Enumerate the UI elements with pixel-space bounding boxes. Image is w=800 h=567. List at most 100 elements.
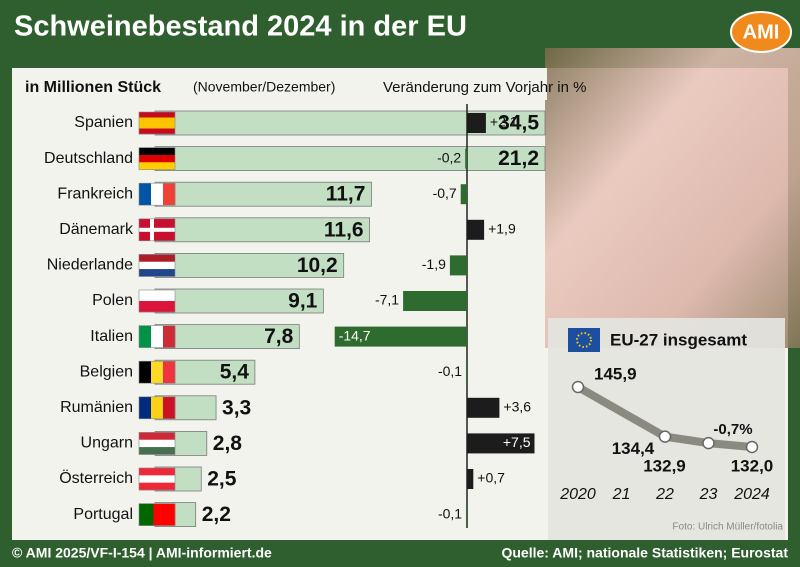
flag [139,475,175,483]
value-label: 2,8 [213,432,243,455]
bar [154,217,371,243]
change-bar [467,397,500,418]
point-label: 132,9 [643,457,686,476]
change-label: +0,7 [477,470,505,486]
title: Schweinebestand 2024 in der EU [14,11,467,43]
flag [139,269,175,277]
flag [163,325,176,348]
line [576,383,753,451]
change-label: +3,6 [503,399,531,415]
flag [139,183,152,206]
category-label: Polen [92,292,133,309]
flag [139,123,175,129]
inset-box [548,318,785,540]
flag [139,154,175,163]
flag [139,261,175,270]
flag [163,361,176,384]
subtitle-note: (November/Dezember) [193,79,335,95]
eu-stars [576,332,592,348]
flag-border [138,289,176,313]
flag [163,396,176,419]
footer-right: Quelle: AMI; nationale Statistiken; Euro… [501,545,788,561]
photo [545,48,800,348]
value-label: 7,8 [264,325,294,348]
flag [139,227,175,232]
x-tick-label: 21 [612,486,631,503]
flag-border [138,467,176,491]
flag-border [138,325,176,348]
flag [139,147,175,156]
flag-border [138,218,176,242]
category-label: Dänemark [59,221,134,238]
category-label: Italien [90,328,133,345]
point-label: 145,9 [594,364,637,383]
change-label: -14,7 [339,327,371,343]
category-label: Ungarn [81,435,133,452]
value-label: 2,5 [207,468,237,491]
change-bar [467,433,535,454]
point-label: 132,0 [731,456,774,475]
flag [139,447,175,455]
category-label: Rumänien [60,399,133,416]
flag [139,325,152,348]
flag-border [138,503,176,526]
category-label: Frankreich [57,185,133,202]
logo: AMI [743,21,780,43]
flag [139,128,175,135]
flag [151,361,164,384]
flag [139,468,175,476]
change-bar [403,291,467,311]
flag [151,396,164,419]
subtitle: in Millionen Stück [25,79,161,96]
change-label: +7,5 [503,434,531,450]
change-bar [466,504,468,525]
flag [139,396,152,419]
flag [160,503,169,526]
change-label: -0,1 [438,363,462,379]
category-label: Deutschland [44,150,133,167]
flag [153,503,161,526]
value-label: 11,6 [324,218,364,241]
photo-credit: Foto: Ulrich Müller/fotolia [672,522,783,533]
change-bar [449,255,467,276]
change-label: +2,1 [490,114,518,130]
category-label: Belgien [80,363,133,380]
flag [139,290,175,302]
value-label: 3,3 [222,396,251,419]
bar [154,181,372,207]
bar [154,288,324,314]
value-label: 10,2 [297,254,338,277]
change-bar [465,148,467,169]
flag-border [138,111,176,135]
flag [167,503,176,526]
flag [163,183,176,206]
flag-border [138,432,176,455]
flag-border [138,396,176,420]
flag [139,503,147,526]
bar [154,146,546,172]
value-label: 11,7 [326,183,366,206]
change-bar [334,326,467,347]
change-label: +1,9 [488,221,516,237]
category-label: Österreich [59,469,133,487]
flag [151,183,164,206]
change-bar [467,113,486,133]
x-tick-label: 23 [699,486,718,503]
category-label: Niederlande [47,257,133,274]
flag [151,325,164,348]
category-label: Spanien [74,114,133,131]
change-bar [460,184,467,205]
eu-flag [568,328,600,352]
point [658,430,672,443]
flag [139,254,175,263]
point-label: 134,4 [612,439,655,458]
flag-border [138,360,176,384]
point [702,436,715,450]
inset-title: EU-27 insgesamt [610,330,747,349]
flag-border [138,254,176,277]
point [571,380,585,394]
flag-border [138,147,176,170]
value-label: 34,5 [498,112,539,135]
flag [139,482,175,491]
